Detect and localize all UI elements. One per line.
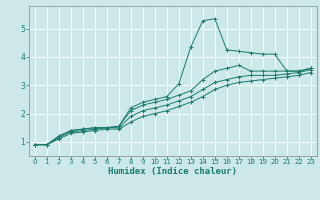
- X-axis label: Humidex (Indice chaleur): Humidex (Indice chaleur): [108, 167, 237, 176]
